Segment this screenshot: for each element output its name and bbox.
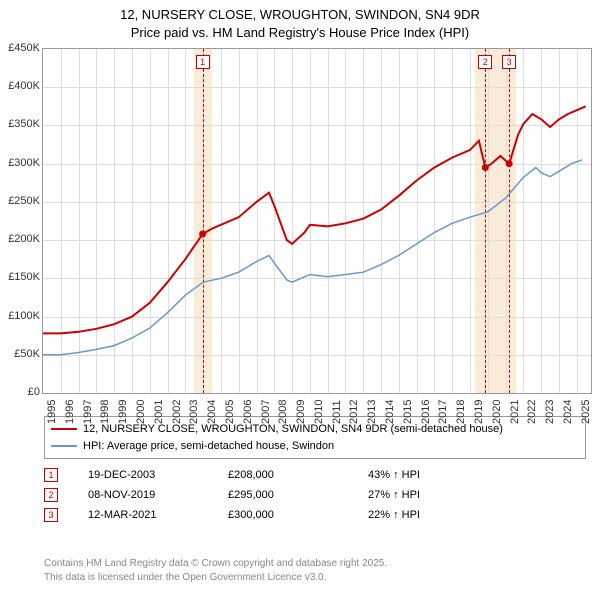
chart-title: 12, NURSERY CLOSE, WROUGHTON, SWINDON, S… [0, 0, 600, 41]
x-axis-label: 2003 [188, 400, 200, 424]
sale-dot [506, 160, 513, 167]
blurb-line2: This data is licensed under the Open Gov… [44, 572, 326, 583]
y-axis-label: £300K [2, 157, 40, 169]
chart-container: 12, NURSERY CLOSE, WROUGHTON, SWINDON, S… [0, 0, 600, 590]
sale-row-marker: 3 [44, 508, 58, 522]
sale-price: £300,000 [228, 509, 338, 521]
sale-date: 19-DEC-2003 [88, 469, 198, 481]
x-axis-label: 2018 [455, 400, 467, 424]
plot-area: 123 [42, 48, 592, 394]
x-axis-label: 2012 [348, 400, 360, 424]
x-axis-label: 2025 [580, 400, 592, 424]
sale-dot [199, 230, 206, 237]
legend-label-hpi: HPI: Average price, semi-detached house,… [83, 438, 334, 455]
x-axis-label: 2004 [206, 400, 218, 424]
sale-row: 3 12-MAR-2021 £300,000 22% ↑ HPI [44, 508, 586, 522]
y-axis-label: £450K [2, 42, 40, 54]
title-line2: Price paid vs. HM Land Registry's House … [131, 25, 469, 40]
x-axis-label: 2001 [153, 400, 165, 424]
y-axis-label: £50K [2, 348, 40, 360]
title-line1: 12, NURSERY CLOSE, WROUGHTON, SWINDON, S… [120, 7, 480, 22]
sales-table: 1 19-DEC-2003 £208,000 43% ↑ HPI 2 08-NOV-201… [44, 462, 586, 528]
x-axis-label: 2002 [171, 400, 183, 424]
x-axis-label: 2016 [420, 400, 432, 424]
y-axis-label: £200K [2, 233, 40, 245]
x-axis-label: 2011 [331, 400, 343, 424]
sale-row: 1 19-DEC-2003 £208,000 43% ↑ HPI [44, 468, 586, 482]
x-axis-label: 2006 [242, 400, 254, 424]
sale-date: 08-NOV-2019 [88, 489, 198, 501]
y-axis-label: £150K [2, 271, 40, 283]
sale-date: 12-MAR-2021 [88, 509, 198, 521]
x-axis-label: 2023 [544, 400, 556, 424]
x-axis-label: 2014 [384, 400, 396, 424]
x-axis-label: 2005 [224, 400, 236, 424]
x-axis-label: 1998 [99, 400, 111, 424]
attribution: Contains HM Land Registry data © Crown c… [44, 557, 387, 584]
sale-delta: 27% ↑ HPI [368, 489, 420, 501]
legend-row: HPI: Average price, semi-detached house,… [51, 438, 579, 455]
y-axis-label: £350K [2, 118, 40, 130]
sale-row-marker: 1 [44, 468, 58, 482]
x-axis-label: 2010 [313, 400, 325, 424]
x-axis-label: 2021 [509, 400, 521, 424]
x-axis-label: 2024 [562, 400, 574, 424]
x-axis-label: 1996 [64, 400, 76, 424]
y-axis-label: £250K [2, 195, 40, 207]
legend-swatch-property [51, 428, 77, 430]
y-axis-label: £0 [2, 386, 40, 398]
sale-dot [482, 164, 489, 171]
x-axis-label: 2022 [526, 400, 538, 424]
x-axis-label: 2015 [402, 400, 414, 424]
y-axis-label: £100K [2, 310, 40, 322]
series-hpi [43, 160, 582, 355]
x-axis-label: 1999 [117, 400, 129, 424]
x-axis-label: 2020 [491, 400, 503, 424]
sale-delta: 43% ↑ HPI [368, 469, 420, 481]
x-axis-label: 2007 [260, 400, 272, 424]
x-axis-label: 2008 [277, 400, 289, 424]
x-axis-label: 2019 [473, 400, 485, 424]
y-axis-label: £400K [2, 80, 40, 92]
sale-row: 2 08-NOV-2019 £295,000 27% ↑ HPI [44, 488, 586, 502]
x-axis-label: 2017 [437, 400, 449, 424]
x-axis-label: 1995 [46, 400, 58, 424]
x-axis-label: 1997 [82, 400, 94, 424]
x-axis-label: 2000 [135, 400, 147, 424]
blurb-line1: Contains HM Land Registry data © Crown c… [44, 558, 387, 569]
x-axis-label: 2009 [295, 400, 307, 424]
sale-row-marker: 2 [44, 488, 58, 502]
series-property [43, 106, 586, 333]
sale-delta: 22% ↑ HPI [368, 509, 420, 521]
x-axis-label: 2013 [366, 400, 378, 424]
sale-price: £208,000 [228, 469, 338, 481]
legend-swatch-hpi [51, 445, 77, 447]
sale-price: £295,000 [228, 489, 338, 501]
